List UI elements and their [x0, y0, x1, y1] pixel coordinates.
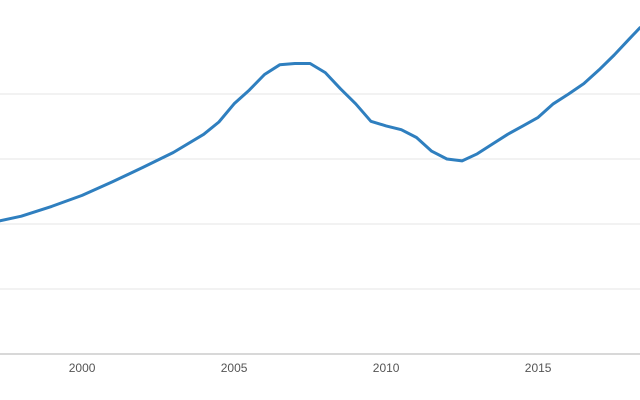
x-tick-label-2005: 2005 [221, 361, 248, 375]
series-line-0 [0, 26, 640, 223]
x-tick-label-2010: 2010 [373, 361, 400, 375]
gridlines [0, 93, 640, 290]
x-axis-tick-labels: 2000 2005 2010 2015 [69, 361, 552, 375]
x-tick-label-2000: 2000 [69, 361, 96, 375]
x-tick-label-2015: 2015 [525, 361, 552, 375]
series-layer [0, 26, 640, 223]
